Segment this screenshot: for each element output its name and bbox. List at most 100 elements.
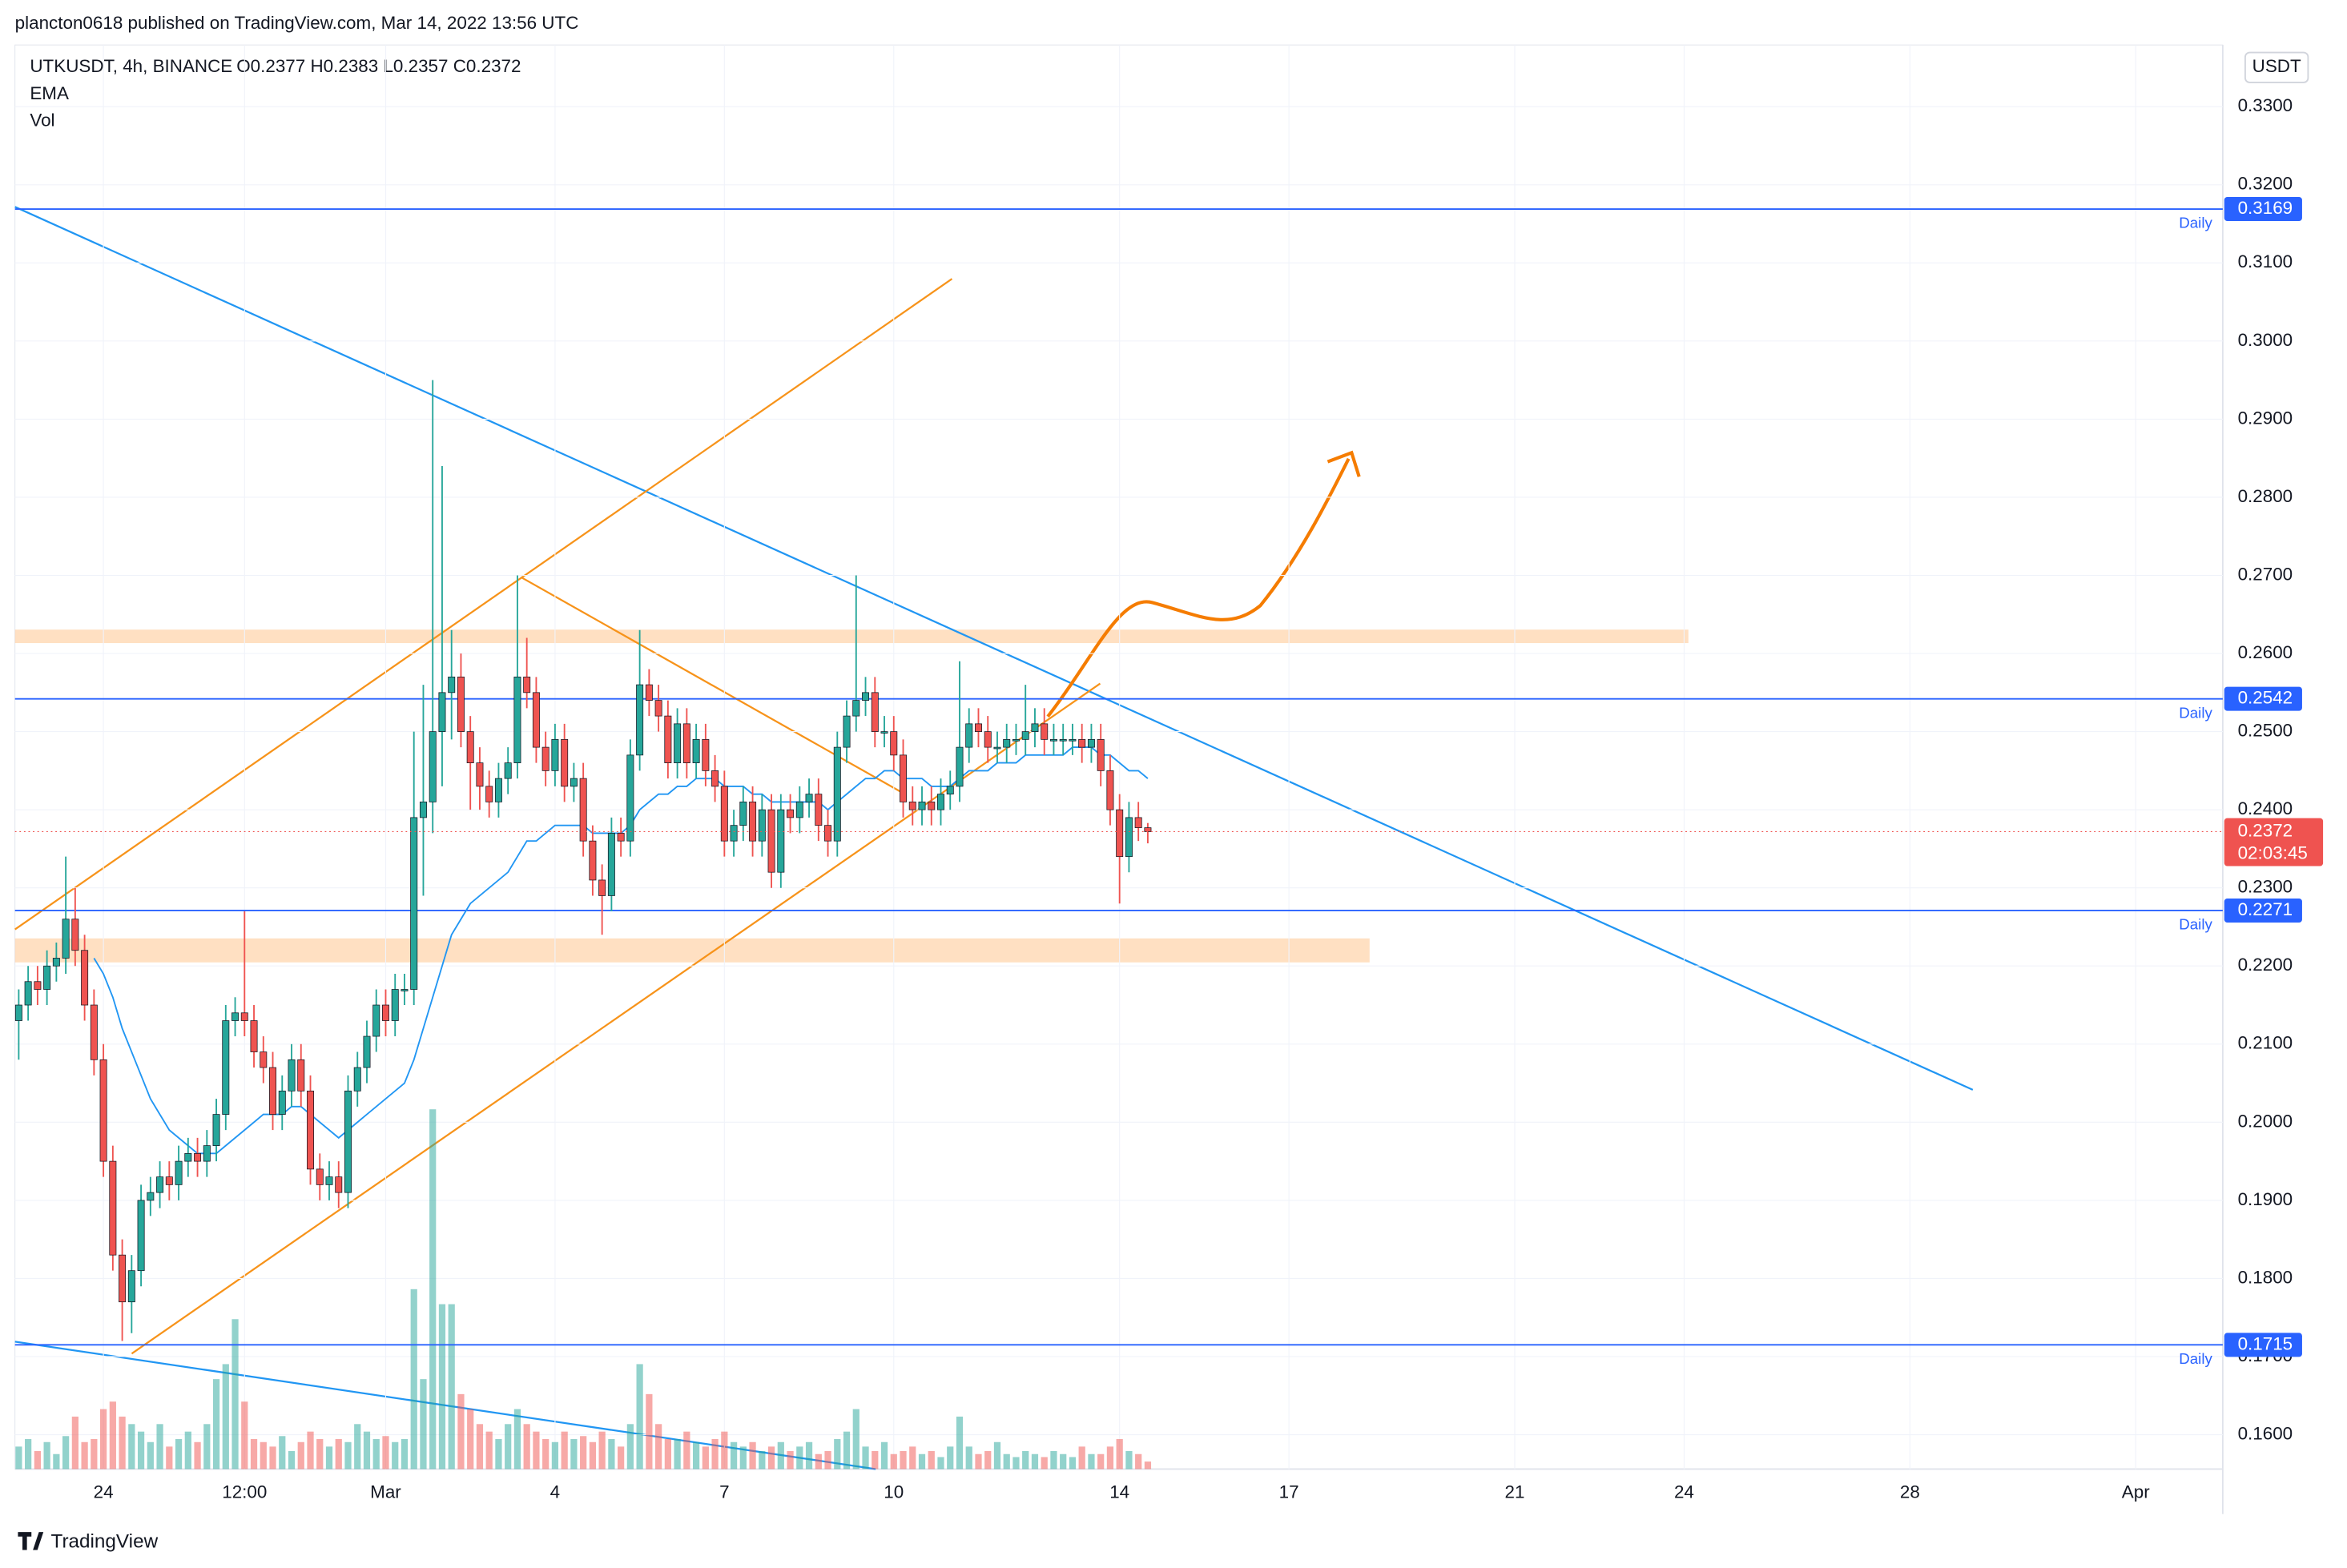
volume-bar xyxy=(392,1441,399,1469)
candle-body xyxy=(297,1059,305,1092)
volume-bar xyxy=(570,1439,578,1469)
candle-body xyxy=(702,738,710,771)
candle-body xyxy=(617,833,625,842)
volume-bar xyxy=(674,1439,681,1469)
candle-body xyxy=(222,1020,230,1115)
candle-body xyxy=(401,989,409,991)
x-tick-label: 24 xyxy=(1674,1482,1694,1502)
volume-bar xyxy=(166,1446,173,1469)
volume-bar xyxy=(890,1453,897,1469)
candle-body xyxy=(1106,770,1114,810)
level-label: Daily xyxy=(2179,1350,2212,1367)
x-tick-label: 14 xyxy=(1109,1482,1129,1502)
candle-body xyxy=(541,746,550,771)
indicator: EMA xyxy=(30,83,69,103)
level-price-box xyxy=(2224,1333,2302,1357)
last-price: 0.2372 xyxy=(2238,820,2293,840)
volume-bar xyxy=(156,1424,163,1469)
y-tick-label: 0.3200 xyxy=(2238,174,2293,194)
support-zone xyxy=(14,938,1370,963)
volume-bar xyxy=(128,1424,135,1469)
volume-bar xyxy=(815,1453,822,1469)
volume-bar xyxy=(1041,1457,1048,1469)
candle-body xyxy=(316,1168,324,1185)
candle-body xyxy=(805,794,813,802)
volume-bar xyxy=(222,1364,229,1469)
candle-body xyxy=(62,919,70,959)
candle-body xyxy=(795,802,803,818)
y-tick-label: 0.2600 xyxy=(2238,642,2293,662)
candle-body xyxy=(730,825,738,842)
volume-bar xyxy=(1088,1453,1095,1469)
candle-body xyxy=(513,676,521,763)
trend-line xyxy=(14,206,1974,1091)
volume-bar xyxy=(363,1431,371,1469)
candle-body xyxy=(824,825,832,842)
y-tick-label: 0.2900 xyxy=(2238,408,2293,428)
volume-bar xyxy=(476,1424,484,1469)
volume-bar xyxy=(965,1446,972,1469)
candle-body xyxy=(1049,738,1057,742)
volume-bar xyxy=(147,1441,154,1469)
candle-body xyxy=(419,802,427,818)
candle-body xyxy=(504,762,512,779)
currency[interactable]: USDT xyxy=(2252,56,2301,76)
x-tick-label: 24 xyxy=(94,1482,114,1502)
candle-body xyxy=(109,1160,117,1256)
candle-body xyxy=(231,1012,240,1021)
y-tick-label: 0.3100 xyxy=(2238,251,2293,271)
volume-bar xyxy=(410,1289,417,1469)
candle-body xyxy=(250,1020,258,1052)
x-tick-label: 12:00 xyxy=(222,1482,267,1502)
x-tick-label: 21 xyxy=(1505,1482,1525,1502)
candle-body xyxy=(81,950,89,1006)
volume-bar xyxy=(438,1304,446,1469)
candle-body xyxy=(212,1114,220,1146)
volume-bar xyxy=(420,1379,427,1469)
volume-bar xyxy=(231,1319,239,1469)
x-tick-label: 7 xyxy=(719,1482,729,1502)
volume-bar xyxy=(325,1446,333,1469)
volume-bar xyxy=(1106,1446,1114,1469)
volume-bar xyxy=(598,1431,606,1469)
candle-body xyxy=(664,715,672,763)
volume-bar xyxy=(43,1441,50,1469)
candle-body xyxy=(137,1200,145,1272)
plot-area xyxy=(14,44,2224,1469)
volume-bar xyxy=(900,1450,907,1469)
candle-body xyxy=(184,1152,192,1162)
projection-arrow xyxy=(1046,457,1351,718)
volume-bar xyxy=(1060,1453,1067,1469)
volume-bar xyxy=(1022,1450,1029,1469)
candle-body xyxy=(99,1059,107,1162)
volume-bar xyxy=(297,1441,304,1469)
candle-body xyxy=(127,1270,135,1303)
volume-bar xyxy=(495,1439,502,1469)
volume-bar xyxy=(918,1453,926,1469)
candle-body xyxy=(71,919,79,951)
candle-body xyxy=(551,738,559,771)
volume-bar xyxy=(429,1109,437,1469)
volume-bar xyxy=(99,1409,107,1469)
candle-body xyxy=(758,809,766,842)
volume-bar xyxy=(260,1441,267,1469)
volume-bar xyxy=(401,1439,409,1469)
candle-body xyxy=(119,1254,127,1303)
candle-body xyxy=(43,965,51,990)
candle-body xyxy=(692,738,700,763)
candle-body xyxy=(203,1145,211,1162)
candle-body xyxy=(598,879,606,896)
volume-bar xyxy=(1097,1453,1105,1469)
volume-bar xyxy=(749,1441,756,1469)
candle-body xyxy=(52,958,60,967)
candle-body xyxy=(871,692,879,732)
candle-body xyxy=(843,715,851,748)
currency-button[interactable] xyxy=(2244,51,2309,83)
y-tick-label: 0.1800 xyxy=(2238,1267,2293,1287)
y-tick-label: 0.2000 xyxy=(2238,1111,2293,1131)
candle-body xyxy=(269,1067,277,1115)
volume-bar xyxy=(947,1446,954,1469)
level-label: Daily xyxy=(2179,215,2212,231)
volume-bar xyxy=(655,1424,662,1469)
volume-bar xyxy=(25,1439,32,1469)
